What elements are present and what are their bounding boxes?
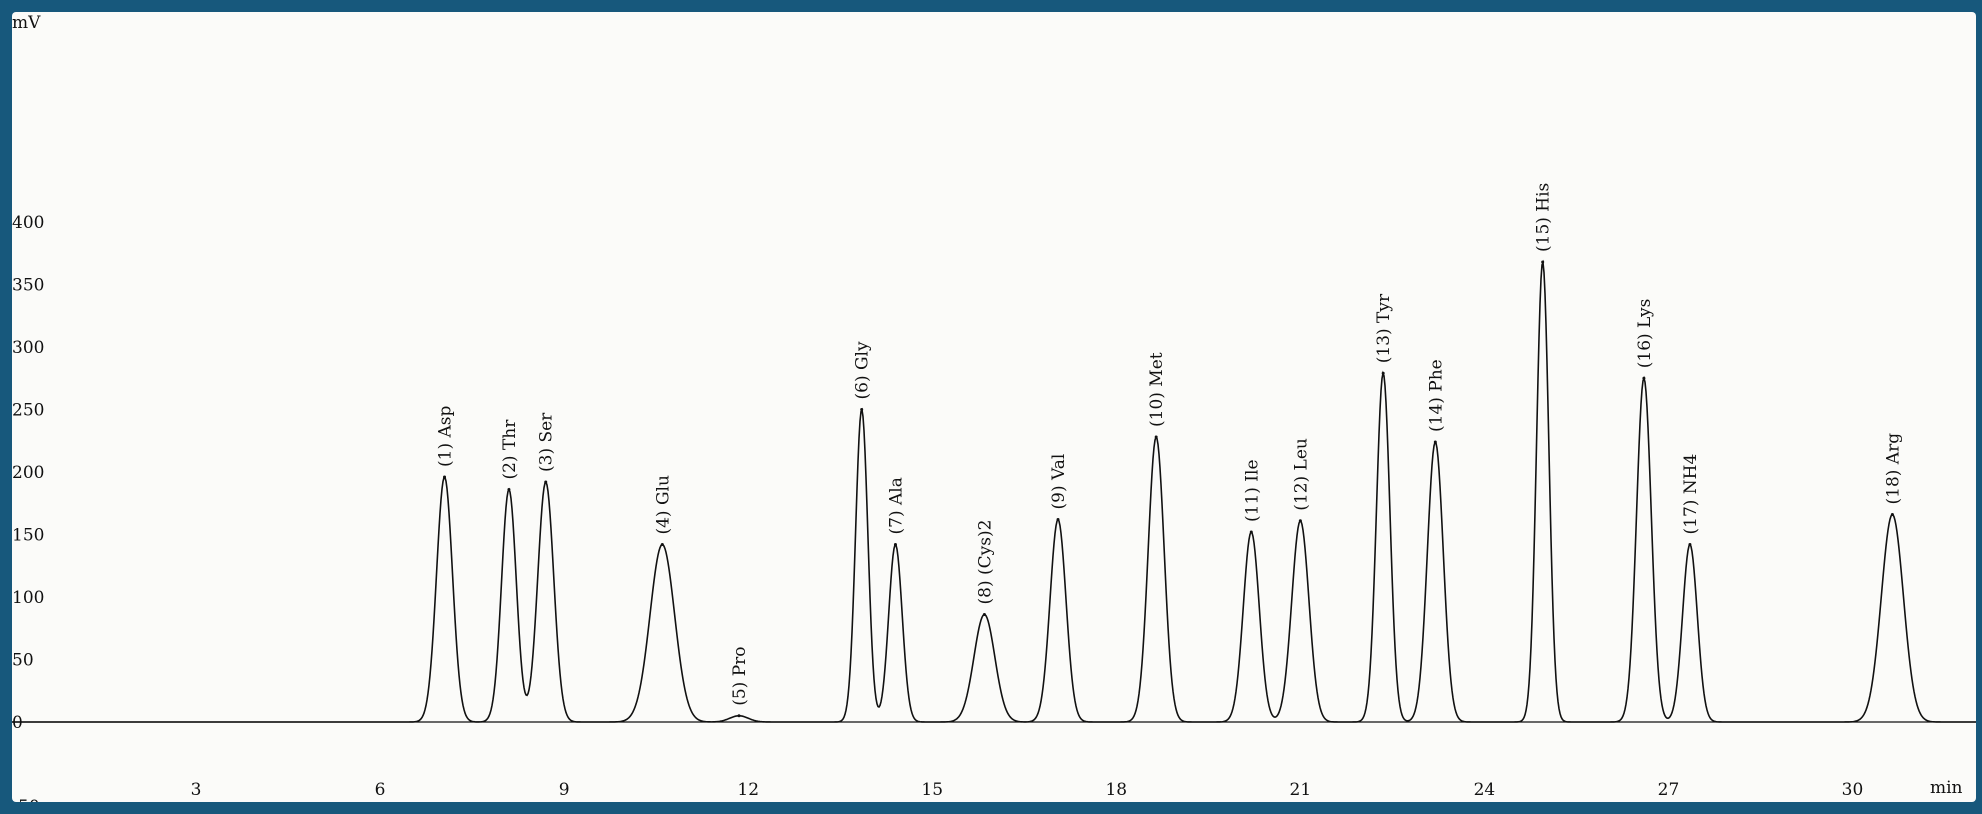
- x-tick-label: 21: [1290, 780, 1312, 800]
- y-tick-label: 250: [12, 401, 44, 421]
- x-tick-label: 3: [191, 780, 202, 800]
- peak-label: (15) His: [1534, 183, 1554, 252]
- peak-apex: [1249, 530, 1253, 534]
- peak-label: (1) Asp: [436, 406, 456, 467]
- peak-apex: [1298, 519, 1302, 523]
- peak-label: (8) (Cys)2: [975, 520, 995, 605]
- peak-apex: [1688, 543, 1692, 546]
- y-axis-unit-label: mV: [12, 13, 41, 33]
- peak-label: (13) Tyr: [1374, 293, 1394, 363]
- peak-apex: [544, 480, 548, 484]
- x-tick-label: 24: [1474, 780, 1496, 800]
- y-tick-label: 100: [12, 588, 44, 608]
- x-tick-label: 12: [737, 780, 759, 800]
- peak-apex: [737, 714, 741, 718]
- x-tick-label: 27: [1658, 780, 1680, 800]
- peak-label: (5) Pro: [730, 646, 750, 705]
- x-tick-label: 6: [375, 780, 386, 800]
- peak-apex: [1056, 518, 1060, 521]
- peak-apex: [1381, 371, 1385, 375]
- peak-label: (3) Ser: [537, 412, 557, 472]
- peak-label: (16) Lys: [1635, 299, 1655, 369]
- y-tick-label: 300: [12, 338, 44, 358]
- peak-label: (2) Thr: [500, 419, 520, 480]
- peak-label: (18) Arg: [1883, 433, 1903, 505]
- peak-apex: [1154, 435, 1158, 439]
- peak-apex: [1642, 376, 1646, 380]
- peak-label: (12) Leu: [1291, 438, 1311, 511]
- x-tick-label: 9: [559, 780, 570, 800]
- peak-apex: [443, 475, 447, 479]
- y-tick-label: 350: [12, 276, 44, 296]
- x-tick-label: 18: [1105, 780, 1127, 800]
- plot-area: mV 0 50 100 150 200 250 300 350 400 50 3 6 9 12 15 18 21 2…: [12, 12, 1976, 802]
- y-tick-label-partial: 50: [18, 797, 40, 802]
- peak-label: (11) Ile: [1242, 459, 1262, 522]
- x-tick-label: 30: [1842, 780, 1864, 800]
- x-tick-label: 15: [921, 780, 943, 800]
- peak-apex: [1541, 260, 1545, 264]
- chromatogram-trace: [12, 259, 1976, 723]
- peak-apex: [893, 543, 897, 546]
- x-axis-unit-label: min: [1930, 778, 1963, 798]
- peak-label: (17) NH4: [1681, 454, 1701, 535]
- peak-label: (14) Phe: [1426, 359, 1446, 432]
- peak-label: (9) Val: [1049, 454, 1069, 510]
- chromatogram-chart: mV 0 50 100 150 200 250 300 350 400 50 3 6 9 12 15 18 21 2…: [12, 13, 1976, 802]
- peak-apex: [1890, 513, 1894, 516]
- peak-apex: [982, 613, 986, 616]
- peak-label: (6) Gly: [853, 341, 873, 400]
- peak-apex: [660, 543, 664, 546]
- y-tick-label: 400: [12, 213, 44, 233]
- y-tick-label: 0: [12, 713, 23, 733]
- y-tick-label: 150: [12, 526, 44, 546]
- y-tick-label: 50: [12, 651, 34, 671]
- peak-apex: [1433, 440, 1437, 444]
- y-tick-label: 200: [12, 463, 44, 483]
- peak-apex: [507, 488, 511, 491]
- peak-apex: [860, 408, 864, 411]
- peak-label: (10) Met: [1147, 352, 1167, 427]
- peak-label: (4) Glu: [653, 475, 673, 535]
- peak-label: (7) Ala: [886, 477, 906, 534]
